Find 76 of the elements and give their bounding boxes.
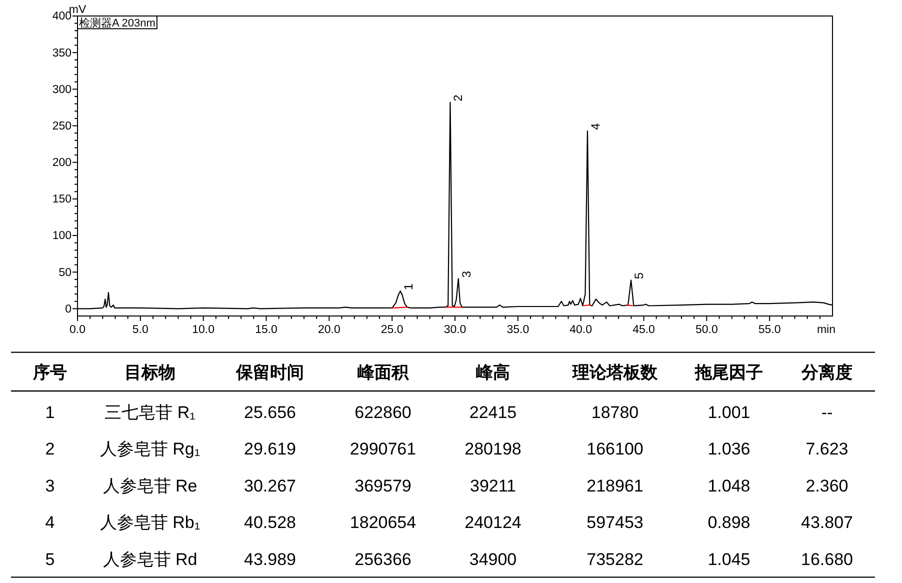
- text: 34900: [469, 550, 517, 570]
- text: 拖尾因子: [694, 362, 763, 382]
- y-tick-label: 0: [65, 303, 72, 316]
- text: 1820654: [350, 513, 416, 532]
- x-tick-label: 0.0: [70, 324, 86, 336]
- x-tick-label: 30.0: [444, 324, 466, 336]
- text: 人参皂苷 Re: [102, 476, 198, 496]
- y-tick-label: 150: [52, 194, 72, 206]
- text: 序号: [32, 362, 67, 382]
- y-tick-label: 300: [52, 84, 72, 96]
- text: 1.048: [708, 476, 750, 496]
- text: 3: [45, 476, 55, 496]
- text: 人参皂苷 Rg₁: [100, 440, 200, 459]
- text: 分离度: [800, 362, 852, 382]
- text: 29.619: [244, 440, 296, 459]
- text: 0.898: [708, 513, 750, 532]
- text: 166100: [586, 440, 644, 459]
- text: 43.807: [801, 513, 853, 532]
- text: 40.528: [244, 513, 296, 532]
- text: 峰高: [476, 362, 510, 382]
- y-tick-label: 250: [52, 120, 72, 132]
- text: 人参皂苷 Rd: [102, 550, 198, 570]
- annotation: 1: [401, 283, 416, 290]
- text: 7.623: [806, 440, 848, 459]
- x-tick-label: 15.0: [255, 324, 278, 336]
- text: 43.989: [244, 550, 296, 570]
- x-tick-label: 20.0: [318, 324, 340, 336]
- text: 16.680: [801, 550, 853, 570]
- annotation: 2: [451, 94, 466, 102]
- text: 保留时间: [235, 362, 304, 382]
- text: 峰面积: [358, 362, 410, 382]
- text: 256366: [354, 550, 412, 570]
- text: 目标物: [124, 362, 176, 382]
- y-tick-label: 400: [52, 10, 72, 23]
- text: 1.036: [708, 440, 750, 459]
- text: 2990761: [350, 440, 416, 459]
- annotation: 4: [588, 122, 602, 130]
- text: 622860: [354, 402, 412, 422]
- text: 2: [45, 440, 55, 459]
- y-tick-label: 50: [58, 266, 72, 279]
- y-tick-label: 100: [52, 230, 72, 242]
- text: 280198: [464, 440, 522, 459]
- y-tick-label: 350: [52, 47, 72, 60]
- text: 2.360: [806, 476, 848, 496]
- x-tick-label: 50.0: [695, 324, 718, 336]
- text: 22415: [469, 402, 517, 422]
- x-axis-title: min: [816, 324, 836, 336]
- text: 30.267: [244, 476, 296, 496]
- annotation: 5: [632, 272, 646, 280]
- text: 1.001: [708, 402, 750, 422]
- text: 1: [45, 402, 55, 422]
- text: 240124: [464, 513, 522, 532]
- x-tick-label: 45.0: [632, 324, 655, 336]
- text: 5: [45, 550, 55, 570]
- text: 检测器A 203nm: [79, 17, 156, 30]
- text: 4: [45, 513, 55, 532]
- text: 39211: [470, 476, 516, 496]
- text: 597453: [586, 513, 644, 532]
- y-tick-label: 200: [52, 157, 72, 170]
- annotation: 3: [459, 270, 474, 278]
- text: 理论塔板数: [572, 362, 658, 382]
- text: 369579: [354, 476, 412, 496]
- text: 人参皂苷 Rb₁: [100, 513, 200, 532]
- x-tick-label: 55.0: [758, 324, 781, 336]
- text: 三七皂苷 R₁: [104, 402, 196, 422]
- text: 1.045: [708, 550, 750, 570]
- text: 218961: [586, 476, 644, 496]
- x-tick-label: 10.0: [192, 324, 215, 336]
- text: --: [821, 402, 833, 422]
- x-tick-label: 25.0: [380, 324, 404, 336]
- x-tick-label: 40.0: [570, 324, 592, 336]
- text: 735282: [586, 550, 644, 570]
- x-tick-label: 35.0: [506, 324, 530, 336]
- x-tick-label: 5.0: [132, 324, 148, 336]
- text: 25.656: [244, 402, 296, 422]
- text: 18780: [591, 402, 639, 422]
